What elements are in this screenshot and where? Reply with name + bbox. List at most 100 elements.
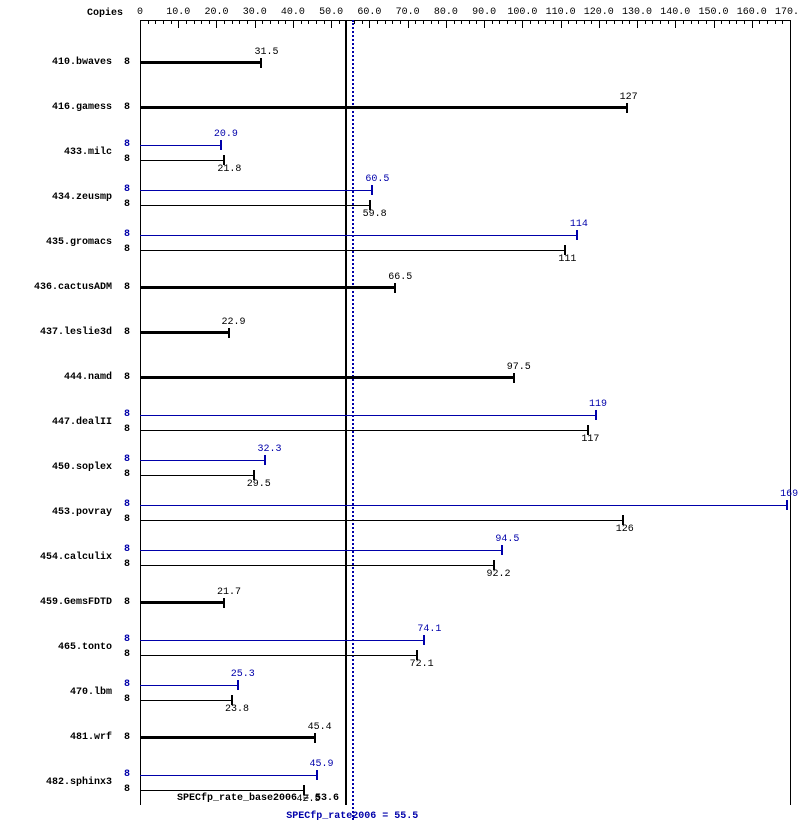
x-axis-line (140, 20, 790, 21)
x-tick-minor (469, 20, 470, 24)
bar-cap (228, 328, 230, 338)
x-tick-minor (576, 20, 577, 24)
x-tick-minor (744, 20, 745, 24)
benchmark-label: 459.GemsFDTD (0, 597, 112, 608)
bar (140, 685, 237, 686)
copies-value: 8 (124, 679, 130, 690)
bar (140, 286, 394, 289)
x-tick-minor (171, 20, 172, 24)
copies-value: 8 (124, 102, 130, 113)
bar-value: 74.1 (417, 624, 441, 635)
x-tick-minor (415, 20, 416, 24)
base-ref-label: SPECfp_rate_base2006 = 53.6 (177, 793, 339, 804)
x-tick-major (331, 20, 332, 28)
bar (140, 505, 786, 506)
x-tick-minor (515, 20, 516, 24)
x-tick-minor (400, 20, 401, 24)
y-axis-right (790, 20, 791, 805)
bar-value: 66.5 (388, 272, 412, 283)
x-tick-major (561, 20, 562, 28)
x-tick-label: 80.0 (434, 7, 458, 18)
benchmark-label: 454.calculix (0, 552, 112, 563)
peak-ref-line (352, 20, 354, 820)
x-tick-minor (706, 20, 707, 24)
x-tick-minor (736, 20, 737, 24)
x-tick-label: 20.0 (204, 7, 228, 18)
bar-cap (237, 680, 239, 690)
bar (140, 655, 416, 656)
x-tick-label: 120.0 (584, 7, 614, 18)
benchmark-label: 410.bwaves (0, 57, 112, 68)
x-tick-minor (301, 20, 302, 24)
bar-cap (316, 770, 318, 780)
x-tick-minor (278, 20, 279, 24)
spec-chart: 010.020.030.040.050.060.070.080.090.0100… (0, 0, 799, 831)
bar (140, 775, 316, 776)
bar (140, 736, 314, 739)
x-tick-minor (308, 20, 309, 24)
benchmark-label: 447.dealII (0, 417, 112, 428)
benchmark-label: 481.wrf (0, 732, 112, 743)
benchmark-label: 482.sphinx3 (0, 777, 112, 788)
bar-value: 45.4 (308, 722, 332, 733)
bar (140, 331, 228, 334)
bar-value: 126 (616, 524, 634, 535)
x-tick-label: 70.0 (396, 7, 420, 18)
x-tick-minor (606, 20, 607, 24)
copies-header: Copies (87, 8, 123, 19)
peak-ref-label: SPECfp_rate2006 = 55.5 (286, 811, 418, 822)
x-tick-minor (209, 20, 210, 24)
x-tick-minor (324, 20, 325, 24)
x-tick-minor (239, 20, 240, 24)
bar-cap (260, 58, 262, 68)
copies-value: 8 (124, 649, 130, 660)
x-tick-minor (285, 20, 286, 24)
copies-value: 8 (124, 199, 130, 210)
x-tick-minor (438, 20, 439, 24)
bar-value: 20.9 (214, 129, 238, 140)
copies-value: 8 (124, 244, 130, 255)
x-tick-minor (362, 20, 363, 24)
x-tick-minor (163, 20, 164, 24)
bar-cap (786, 500, 788, 510)
x-tick-minor (775, 20, 776, 24)
bar (140, 460, 264, 461)
x-tick-minor (186, 20, 187, 24)
x-tick-minor (629, 20, 630, 24)
x-tick-minor (492, 20, 493, 24)
bar-cap (423, 635, 425, 645)
copies-value: 8 (124, 409, 130, 420)
x-tick-minor (721, 20, 722, 24)
copies-value: 8 (124, 454, 130, 465)
x-tick-minor (461, 20, 462, 24)
bar-cap (264, 455, 266, 465)
bar-cap (371, 185, 373, 195)
x-tick-minor (545, 20, 546, 24)
bar-value: 29.5 (247, 479, 271, 490)
x-tick-minor (729, 20, 730, 24)
x-tick-major (293, 20, 294, 28)
x-tick-minor (591, 20, 592, 24)
copies-value: 8 (124, 769, 130, 780)
bar (140, 565, 493, 566)
bar-value: 92.2 (487, 569, 511, 580)
x-tick-minor (553, 20, 554, 24)
base-ref-line (345, 20, 347, 805)
x-tick-label: 140.0 (660, 7, 690, 18)
x-tick-minor (476, 20, 477, 24)
x-tick-label: 60.0 (357, 7, 381, 18)
x-tick-major (522, 20, 523, 28)
bar-cap (501, 545, 503, 555)
copies-value: 8 (124, 424, 130, 435)
x-tick-minor (270, 20, 271, 24)
x-tick-minor (155, 20, 156, 24)
x-tick-minor (652, 20, 653, 24)
bar-cap (394, 283, 396, 293)
bar (140, 376, 513, 379)
x-tick-minor (194, 20, 195, 24)
bar (140, 106, 626, 109)
bar-value: 119 (589, 399, 607, 410)
copies-value: 8 (124, 559, 130, 570)
bar (140, 550, 501, 551)
copies-value: 8 (124, 229, 130, 240)
